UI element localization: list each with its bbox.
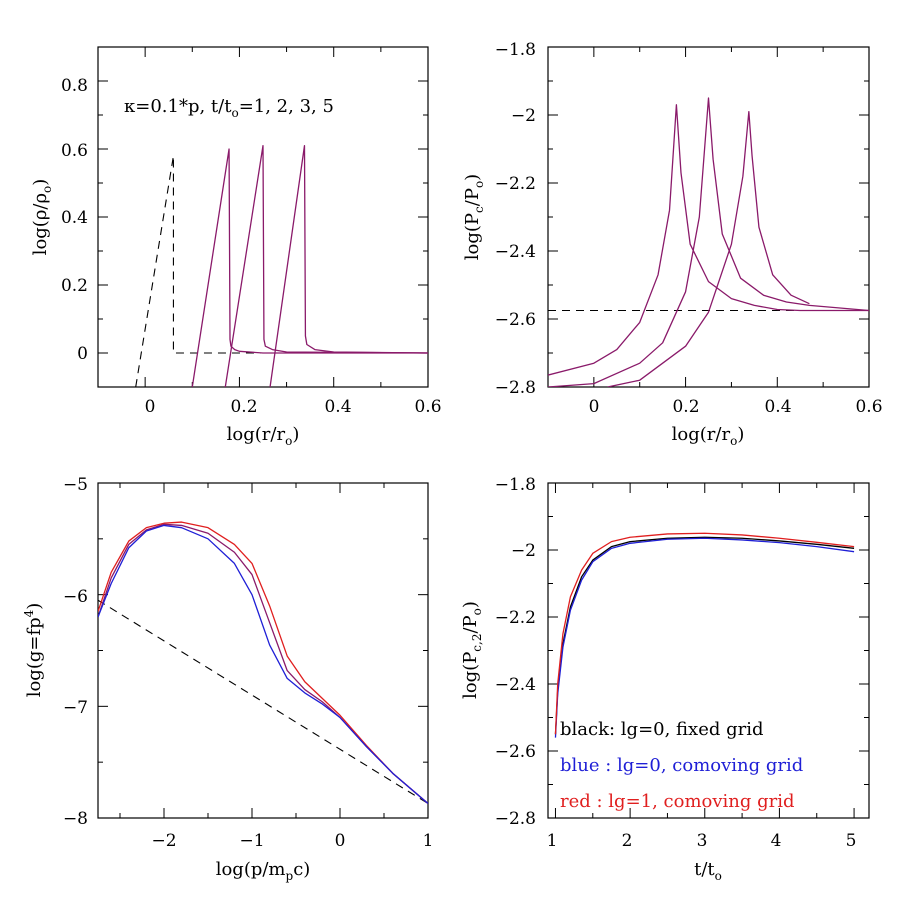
panel-spectrum: −2 −1 0 1 −8 −7 −6 −5 log(p/mpc) log(g=f… xyxy=(22,475,433,883)
y-tick-label: −7 xyxy=(63,698,88,718)
panel-pressure-evolution: 1 2 3 4 5 −2.8 −2.6 −2.4 −2.2 −2 −1.8 t/… xyxy=(460,475,870,883)
x-tick-label: 4 xyxy=(771,831,782,851)
series-line xyxy=(554,532,855,735)
legend-entry-blue: blue : lg=0, comoving grid xyxy=(560,755,803,776)
curves xyxy=(548,97,869,387)
y-tick-label: −2.8 xyxy=(495,378,536,398)
y-tick-label: −5 xyxy=(63,475,88,495)
x-tick-label: 1 xyxy=(547,831,558,851)
tick-marks xyxy=(547,46,870,388)
y-tick-label: −2 xyxy=(511,541,536,561)
y-tick-label: 0.8 xyxy=(61,76,88,96)
series-line xyxy=(548,97,869,387)
y-axis-label: log(Pc,2/Po) xyxy=(460,601,484,699)
y-tick-label: −2.6 xyxy=(495,742,536,762)
x-tick-label: 0.6 xyxy=(414,397,441,417)
reference-dashed-line xyxy=(135,155,428,387)
series-line xyxy=(191,148,428,387)
x-tick-label: 0.2 xyxy=(672,397,699,417)
tick-marks xyxy=(97,46,429,388)
series-line xyxy=(224,144,428,387)
plot-frame xyxy=(97,482,429,819)
annotation: κ=0.1*p, t/to=1, 2, 3, 5 xyxy=(124,96,334,120)
y-tick-label: −8 xyxy=(63,809,88,829)
y-axis-label: log(ρ/ρo) xyxy=(30,179,54,256)
y-tick-label: −1.8 xyxy=(495,40,536,60)
y-tick-label: −2.2 xyxy=(495,608,536,628)
x-tick-label: 3 xyxy=(697,831,708,851)
y-tick-label: −2.4 xyxy=(495,675,536,695)
series-line xyxy=(607,110,810,387)
curves xyxy=(554,532,855,738)
x-tick-label: 0 xyxy=(589,397,600,417)
x-tick-label: 0.6 xyxy=(855,397,882,417)
y-tick-label: 0.2 xyxy=(61,276,88,296)
legend-entry-black: black: lg=0, fixed grid xyxy=(560,719,764,740)
x-axis-label: log(r/ro) xyxy=(672,424,745,448)
series-line xyxy=(269,144,428,387)
x-axis-label: log(p/mpc) xyxy=(216,859,311,883)
y-tick-label: 0 xyxy=(77,344,88,364)
x-tick-label: 0.2 xyxy=(230,397,257,417)
legend-entry-red: red : lg=1, comoving grid xyxy=(560,791,795,812)
series-line xyxy=(548,104,869,376)
x-tick-label: 0 xyxy=(335,831,346,851)
x-tick-label: −1 xyxy=(239,831,264,851)
tick-marks xyxy=(98,482,429,819)
panel-density-profile: 0 0.2 0.4 0.6 0 0.2 0.4 0.6 0.8 log(r/ro… xyxy=(30,46,442,448)
series-line xyxy=(554,536,855,735)
x-axis-label: t/to xyxy=(694,859,722,883)
curves xyxy=(135,144,428,387)
series-line xyxy=(98,524,428,804)
panel-pressure-profile: 0 0.2 0.4 0.6 −2.8 −2.6 −2.4 −2.2 −2 −1.… xyxy=(462,40,883,448)
x-tick-label: −2 xyxy=(151,831,176,851)
y-tick-label: 0.4 xyxy=(61,208,88,228)
y-tick-label: −2.4 xyxy=(495,242,536,262)
y-axis-label: log(Pc/Po) xyxy=(462,174,486,260)
legend: black: lg=0, fixed grid blue : lg=0, com… xyxy=(560,719,803,812)
x-tick-label: 5 xyxy=(846,831,857,851)
y-axis-label: log(g=fp4) xyxy=(22,603,45,698)
y-tick-label: −2.8 xyxy=(495,809,536,829)
tick-marks xyxy=(548,482,869,819)
x-tick-label: 1 xyxy=(423,831,434,851)
x-tick-label: 0 xyxy=(145,397,156,417)
y-tick-label: −1.8 xyxy=(495,475,536,495)
y-tick-label: −2.6 xyxy=(495,310,536,330)
curves xyxy=(98,521,428,804)
y-tick-label: −2 xyxy=(511,106,536,126)
reference-dashed-line xyxy=(98,599,428,804)
y-tick-label: −2.2 xyxy=(495,174,536,194)
y-tick-label: 0.6 xyxy=(61,141,88,161)
x-tick-label: 0.4 xyxy=(324,397,351,417)
x-tick-label: 0.4 xyxy=(764,397,791,417)
x-tick-label: 2 xyxy=(622,831,633,851)
series-line xyxy=(554,537,855,738)
series-line xyxy=(98,521,428,804)
y-tick-label: −6 xyxy=(63,587,88,607)
x-axis-label: log(r/ro) xyxy=(227,424,300,448)
series-line xyxy=(98,523,428,804)
